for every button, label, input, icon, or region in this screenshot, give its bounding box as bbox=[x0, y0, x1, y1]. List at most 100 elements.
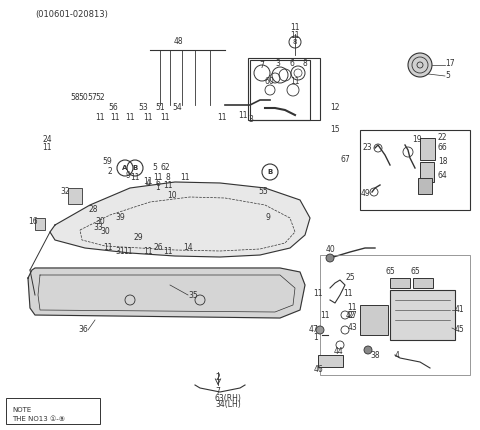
Bar bbox=[390, 290, 455, 340]
Bar bbox=[318, 355, 343, 367]
Text: 9: 9 bbox=[126, 171, 131, 179]
Text: 59: 59 bbox=[102, 157, 112, 166]
Text: 55: 55 bbox=[258, 187, 268, 197]
Text: 3: 3 bbox=[248, 116, 253, 125]
Text: 11: 11 bbox=[103, 243, 113, 252]
Text: 11: 11 bbox=[180, 173, 190, 182]
Text: 11: 11 bbox=[313, 289, 323, 298]
Bar bbox=[390, 278, 410, 288]
Text: 15: 15 bbox=[330, 126, 340, 135]
Text: B: B bbox=[132, 165, 138, 171]
Text: (010601-020813): (010601-020813) bbox=[35, 10, 108, 19]
Bar bbox=[250, 60, 310, 120]
Text: 11: 11 bbox=[163, 181, 173, 190]
Bar bbox=[420, 162, 434, 182]
Text: 11: 11 bbox=[110, 114, 120, 123]
Text: 11: 11 bbox=[143, 248, 153, 257]
Text: 54: 54 bbox=[172, 104, 182, 113]
Text: 46: 46 bbox=[313, 366, 323, 375]
Text: 8: 8 bbox=[302, 58, 307, 68]
Text: 4: 4 bbox=[395, 350, 400, 359]
Bar bbox=[420, 138, 435, 160]
Text: 60: 60 bbox=[264, 77, 274, 86]
Text: 3: 3 bbox=[276, 58, 280, 68]
Text: 29: 29 bbox=[133, 233, 143, 243]
Text: 18: 18 bbox=[438, 157, 447, 166]
Text: 35: 35 bbox=[188, 291, 198, 300]
Text: 11: 11 bbox=[347, 304, 357, 313]
Text: 41: 41 bbox=[455, 305, 465, 314]
Text: THE NO13 ①-⑨: THE NO13 ①-⑨ bbox=[12, 416, 65, 422]
Text: 49: 49 bbox=[360, 188, 370, 197]
Text: 9: 9 bbox=[265, 214, 270, 222]
Text: 28: 28 bbox=[88, 206, 98, 215]
Text: 11: 11 bbox=[43, 144, 52, 153]
Text: 27: 27 bbox=[348, 310, 358, 319]
Text: 4: 4 bbox=[145, 178, 150, 187]
Text: 65: 65 bbox=[410, 267, 420, 276]
Text: 65: 65 bbox=[385, 267, 395, 276]
Text: 2: 2 bbox=[216, 374, 220, 383]
Circle shape bbox=[316, 326, 324, 334]
Text: 11: 11 bbox=[160, 114, 170, 123]
Text: 52: 52 bbox=[95, 93, 105, 102]
Text: 26: 26 bbox=[153, 243, 163, 252]
Text: B: B bbox=[267, 169, 273, 175]
Text: 11: 11 bbox=[130, 173, 140, 182]
Text: 62: 62 bbox=[160, 163, 170, 172]
Text: 23: 23 bbox=[362, 144, 372, 153]
Text: 66: 66 bbox=[438, 144, 448, 153]
Text: A: A bbox=[122, 165, 128, 171]
Text: 38: 38 bbox=[370, 350, 380, 359]
Bar bbox=[320, 255, 470, 375]
Text: 32: 32 bbox=[60, 187, 70, 197]
Text: 19: 19 bbox=[412, 135, 421, 144]
Bar bbox=[418, 178, 432, 194]
Text: 2: 2 bbox=[107, 168, 112, 176]
Text: 40: 40 bbox=[325, 246, 335, 255]
Text: 47: 47 bbox=[308, 326, 318, 335]
Text: 58: 58 bbox=[70, 93, 80, 102]
Text: 11: 11 bbox=[163, 248, 173, 257]
Text: 11: 11 bbox=[125, 114, 135, 123]
Text: 44: 44 bbox=[333, 347, 343, 356]
Text: 11: 11 bbox=[290, 24, 300, 33]
Bar bbox=[413, 278, 433, 288]
Circle shape bbox=[408, 53, 432, 77]
Text: 42: 42 bbox=[346, 310, 355, 319]
Text: 14: 14 bbox=[183, 243, 193, 252]
Bar bbox=[68, 188, 82, 204]
Text: 11: 11 bbox=[217, 114, 227, 123]
Text: 7: 7 bbox=[216, 387, 220, 396]
Text: 24: 24 bbox=[42, 135, 52, 144]
Text: 25: 25 bbox=[345, 273, 355, 283]
Text: 67: 67 bbox=[340, 156, 350, 165]
Text: 7: 7 bbox=[260, 61, 264, 70]
Polygon shape bbox=[50, 182, 310, 257]
Polygon shape bbox=[28, 268, 305, 318]
Bar bbox=[360, 130, 470, 210]
Text: 17: 17 bbox=[445, 58, 455, 68]
Text: 11: 11 bbox=[290, 31, 300, 40]
Text: 53: 53 bbox=[138, 104, 148, 113]
Text: 11: 11 bbox=[238, 111, 248, 120]
Text: 50: 50 bbox=[78, 93, 88, 102]
Text: 39: 39 bbox=[115, 214, 125, 222]
Text: 1: 1 bbox=[313, 334, 318, 343]
Text: 30: 30 bbox=[100, 227, 110, 236]
Text: 12: 12 bbox=[330, 104, 339, 113]
Bar bbox=[360, 305, 388, 335]
Text: 16: 16 bbox=[28, 218, 38, 227]
Text: 6: 6 bbox=[289, 58, 294, 68]
Text: 11: 11 bbox=[153, 173, 163, 182]
Text: 22: 22 bbox=[438, 133, 447, 142]
Text: 11: 11 bbox=[320, 310, 330, 319]
Text: 8: 8 bbox=[293, 39, 297, 45]
Text: 45: 45 bbox=[455, 326, 465, 335]
Text: 43: 43 bbox=[348, 323, 358, 332]
Bar bbox=[248, 58, 320, 120]
Text: NOTE: NOTE bbox=[12, 407, 31, 413]
Text: 11: 11 bbox=[290, 77, 300, 86]
Text: 57: 57 bbox=[87, 93, 97, 102]
Text: 36: 36 bbox=[78, 326, 88, 335]
